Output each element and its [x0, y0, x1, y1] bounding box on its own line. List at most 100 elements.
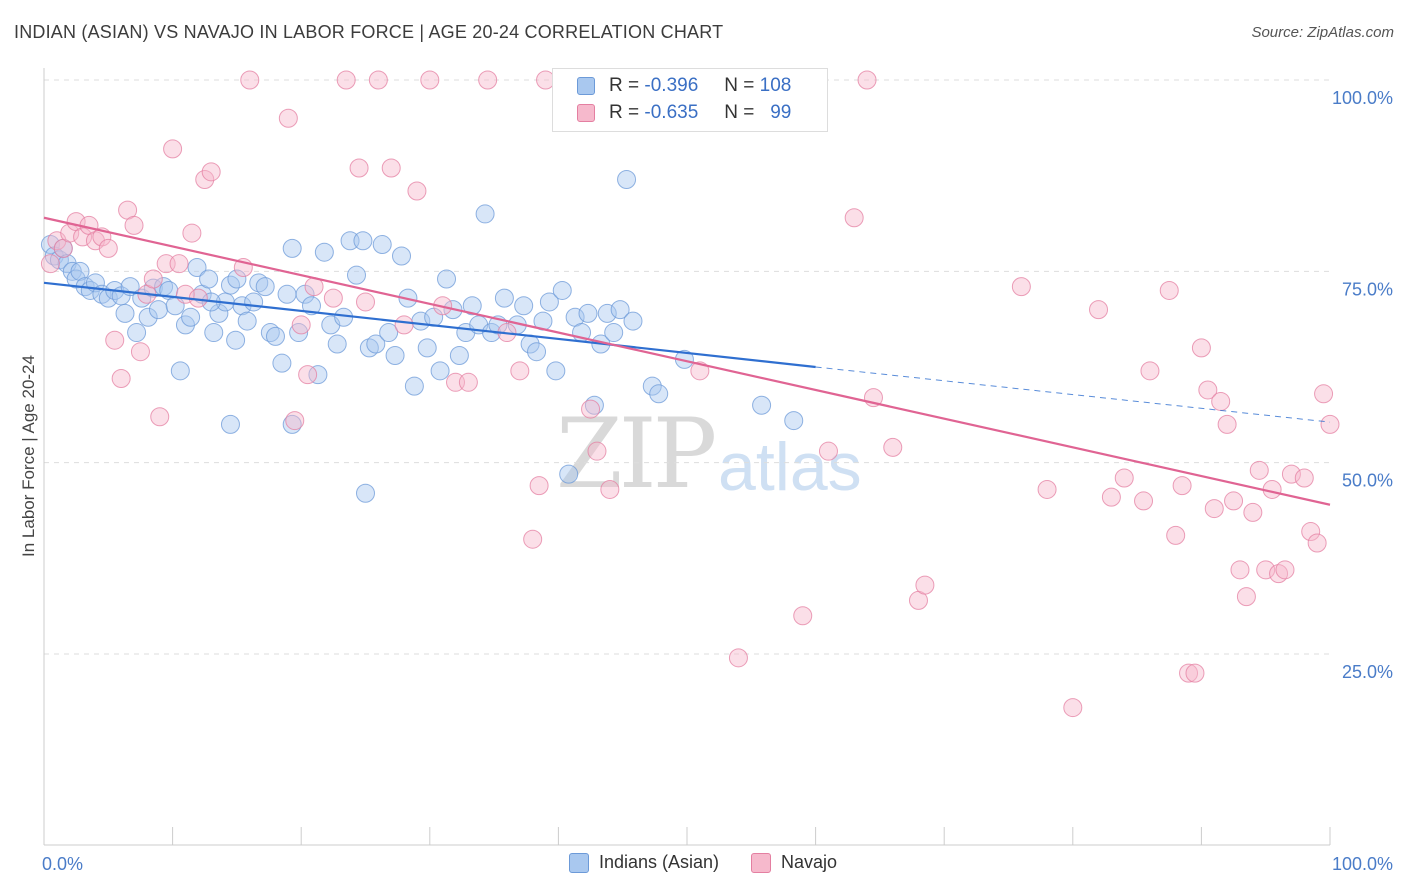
- point-0-59: [372, 235, 392, 255]
- point-0-64: [404, 376, 424, 396]
- bottom-legend: Indians (Asian) Navajo: [0, 852, 1406, 873]
- point-1-59: [793, 606, 813, 626]
- x-tick-label-max: 100.0%: [1332, 854, 1393, 874]
- point-1-85: [1217, 414, 1237, 434]
- legend-row-indians: R = -0.396 N = 108: [577, 73, 791, 99]
- point-0-58: [366, 334, 386, 354]
- stats-legend: R = -0.396 N = 108 R = -0.635 N = 99: [552, 68, 828, 132]
- point-1-5: [73, 227, 93, 247]
- y-tick-label-50: 50.0%: [1342, 471, 1393, 491]
- point-0-38: [244, 292, 264, 312]
- point-0-103: [356, 483, 375, 503]
- point-0-91: [584, 395, 604, 415]
- point-1-90: [1249, 460, 1269, 480]
- y-tick-label-100: 100.0%: [1332, 88, 1393, 108]
- point-0-31: [204, 323, 224, 343]
- point-0-40: [255, 277, 275, 297]
- point-0-69: [437, 269, 457, 289]
- point-0-78: [494, 288, 514, 308]
- point-0-17: [127, 323, 147, 343]
- point-1-45: [478, 70, 498, 90]
- point-0-85: [546, 361, 566, 381]
- point-1-84: [1211, 391, 1231, 411]
- bottom-legend-indians[interactable]: Indians (Asian): [568, 852, 720, 873]
- point-1-24: [195, 169, 215, 189]
- point-0-19: [138, 307, 158, 327]
- point-1-89: [1243, 502, 1263, 522]
- source-label[interactable]: Source: ZipAtlas.com: [1251, 24, 1394, 41]
- point-0-48: [301, 296, 321, 316]
- point-0-102: [784, 411, 804, 431]
- point-0-52: [327, 334, 347, 354]
- point-0-97: [623, 311, 643, 331]
- point-1-29: [285, 411, 305, 431]
- point-0-21: [148, 300, 168, 320]
- point-1-0: [40, 254, 60, 274]
- point-1-20: [169, 254, 189, 274]
- point-1-71: [1089, 300, 1109, 320]
- point-1-57: [728, 648, 748, 668]
- point-1-19: [163, 139, 183, 159]
- point-0-49: [308, 365, 328, 385]
- bottom-legend-navajo[interactable]: Navajo: [751, 852, 837, 873]
- point-1-10: [105, 330, 125, 350]
- point-1-88: [1236, 587, 1256, 607]
- point-1-36: [356, 292, 375, 312]
- point-1-82: [1198, 380, 1218, 400]
- point-1-17: [150, 407, 170, 427]
- point-0-25: [170, 361, 190, 381]
- point-0-56: [353, 231, 373, 251]
- point-0-73: [462, 296, 482, 316]
- point-1-96: [1294, 468, 1314, 488]
- point-1-30: [291, 315, 311, 335]
- series-navajo-points: [40, 70, 1340, 718]
- point-1-97: [1301, 522, 1321, 542]
- point-1-87: [1230, 560, 1250, 580]
- point-1-40: [407, 181, 427, 201]
- point-0-41: [260, 323, 280, 343]
- point-1-76: [1159, 280, 1179, 300]
- point-0-98: [642, 376, 662, 396]
- point-0-104: [220, 414, 240, 434]
- point-0-15: [115, 303, 135, 323]
- point-1-98: [1307, 533, 1327, 553]
- legend-r-value-indians: -0.396: [644, 75, 699, 96]
- point-0-46: [289, 323, 309, 343]
- x-tick-label-min: 0.0%: [42, 854, 83, 874]
- point-1-22: [182, 223, 202, 243]
- point-1-34: [336, 70, 356, 90]
- point-0-45: [282, 238, 302, 258]
- point-1-62: [844, 208, 864, 228]
- point-1-9: [98, 238, 118, 258]
- point-0-28: [187, 258, 207, 278]
- point-0-68: [430, 361, 450, 381]
- point-1-100: [1320, 414, 1340, 434]
- legend-r-value-navajo: -0.635: [644, 102, 699, 123]
- trend-lines: [43, 216, 1331, 506]
- point-0-44: [277, 284, 297, 304]
- legend-r-label: R =: [609, 102, 640, 123]
- legend-n-label: N =: [724, 75, 755, 96]
- point-0-62: [392, 246, 412, 266]
- point-1-74: [1134, 491, 1154, 511]
- point-1-53: [600, 479, 620, 499]
- point-0-66: [417, 338, 437, 358]
- y-axis-label: In Labor Force | Age 20-24: [19, 355, 38, 557]
- y-tick-label-25: 25.0%: [1342, 662, 1393, 682]
- y-tick-label-75: 75.0%: [1342, 279, 1393, 299]
- watermark-zip: ZIP: [556, 398, 717, 510]
- point-0-95: [610, 300, 630, 320]
- point-1-37: [368, 70, 388, 90]
- trend-line-indians: [43, 281, 816, 369]
- point-1-86: [1224, 491, 1244, 511]
- tick-labels: 25.0% 50.0% 75.0% 100.0% 0.0% 100.0% In Labor …: [19, 88, 1393, 874]
- point-1-67: [915, 575, 935, 595]
- point-0-82: [527, 342, 547, 362]
- point-1-11: [111, 368, 131, 388]
- bottom-legend-swatch-indians: [568, 852, 589, 873]
- point-1-65: [883, 437, 903, 457]
- bottom-legend-label-indians: Indians (Asian): [598, 852, 720, 872]
- point-1-91: [1256, 560, 1276, 580]
- point-0-55: [346, 265, 366, 285]
- point-0-80: [514, 296, 534, 316]
